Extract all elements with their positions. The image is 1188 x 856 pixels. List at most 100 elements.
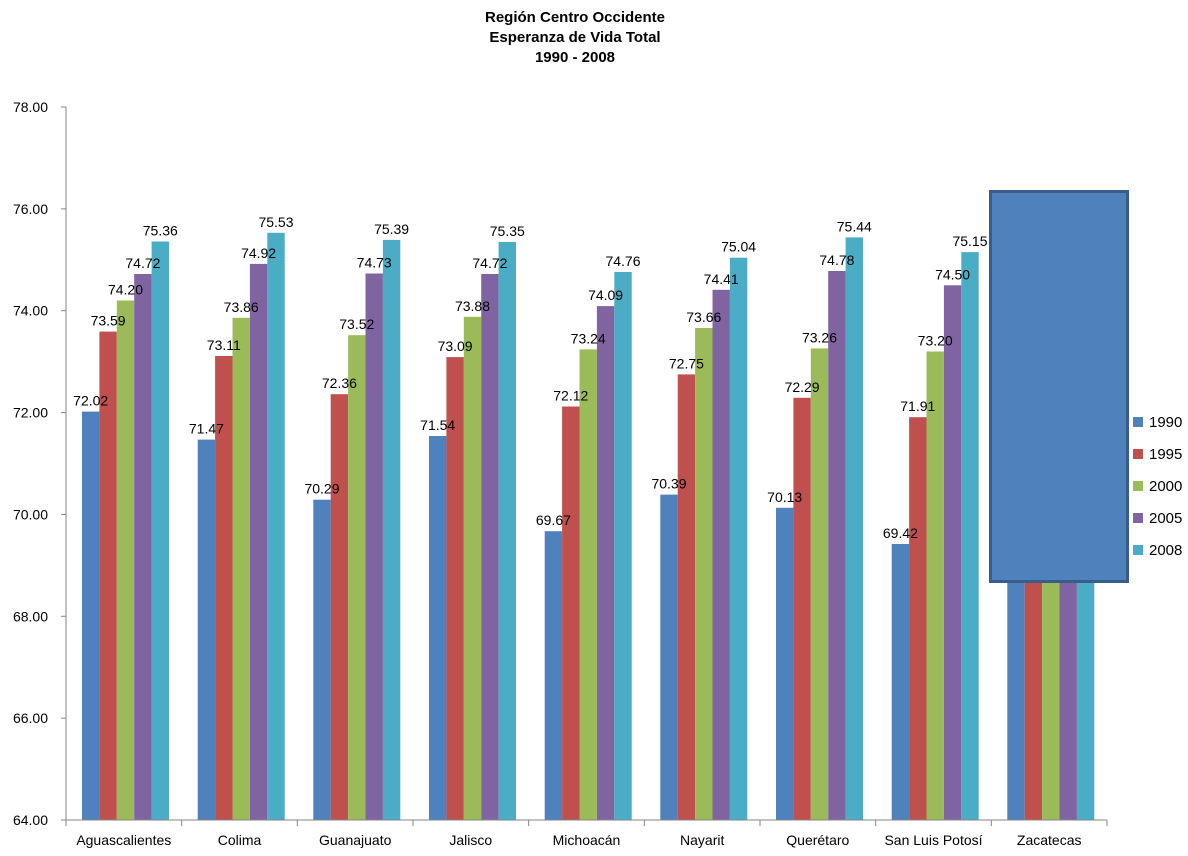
legend-swatch-2000 — [1133, 481, 1143, 491]
bar-1995-7 — [909, 417, 927, 820]
legend-item-1995: 1995 — [1133, 438, 1182, 470]
bar-1990-0 — [82, 411, 100, 820]
bar-2000-0 — [116, 300, 135, 820]
x-tick-label-3: Jalisco — [449, 832, 492, 848]
y-tick-label-6: 76.00 — [13, 201, 48, 217]
data-label-2000-4: 73.24 — [571, 330, 606, 346]
legend-item-1990: 1990 — [1133, 406, 1182, 438]
bar-1995-4 — [562, 406, 580, 820]
bar-1995-2 — [330, 394, 349, 820]
x-tick-label-4: Michoacán — [553, 832, 621, 848]
bar-2000-4 — [579, 349, 597, 820]
data-label-1995-5: 72.75 — [669, 355, 704, 371]
data-label-2005-1: 74.92 — [241, 245, 276, 261]
data-label-1995-4: 72.12 — [553, 388, 588, 404]
x-tick-label-6: Querétaro — [786, 832, 849, 848]
data-label-2005-7: 74.50 — [935, 266, 970, 282]
legend-swatch-1990 — [1133, 417, 1143, 427]
bar-1995-0 — [99, 331, 117, 820]
bar-2008-3 — [498, 242, 516, 820]
data-label-1990-5: 70.39 — [651, 476, 686, 492]
legend-item-2008: 2008 — [1133, 534, 1182, 566]
data-label-2000-5: 73.66 — [686, 309, 721, 325]
data-label-2008-4: 74.76 — [605, 253, 640, 269]
chart-title: Región Centro Occidente Esperanza de Vid… — [0, 8, 1150, 68]
data-label-2008-6: 75.44 — [837, 218, 872, 234]
bar-2008-6 — [845, 237, 863, 820]
bar-2000-1 — [232, 317, 250, 820]
data-label-1990-0: 72.02 — [73, 393, 108, 409]
legend-swatch-2005 — [1133, 513, 1143, 523]
y-tick-label-5: 74.00 — [13, 303, 48, 319]
data-label-2005-0: 74.72 — [125, 255, 160, 271]
bar-1990-8 — [1007, 565, 1025, 820]
overlay-box — [989, 190, 1129, 583]
data-label-2000-6: 73.26 — [802, 329, 837, 345]
bar-1995-6 — [793, 397, 811, 820]
chart-title-line-3: 1990 - 2008 — [534, 49, 616, 66]
bar-2005-4 — [596, 306, 615, 821]
bar-2008-7 — [961, 252, 979, 821]
bar-2005-7 — [943, 285, 962, 821]
data-label-2008-5: 75.04 — [721, 239, 756, 255]
legend-label-2000: 2000 — [1149, 477, 1183, 495]
bar-2005-3 — [481, 274, 499, 820]
x-tick-label-1: Colima — [218, 832, 262, 848]
bar-2000-3 — [463, 316, 482, 820]
data-label-2008-1: 75.53 — [258, 214, 293, 230]
bar-1990-6 — [776, 507, 794, 820]
bar-2005-6 — [828, 271, 846, 820]
x-tick-label-0: Aguascalientes — [76, 832, 171, 848]
bar-2005-2 — [365, 273, 383, 820]
bar-1990-2 — [313, 499, 331, 820]
y-tick-label-2: 68.00 — [13, 608, 48, 624]
bar-2008-5 — [729, 257, 748, 820]
bar-1990-7 — [891, 544, 910, 820]
x-tick-label-2: Guanajuato — [319, 832, 392, 848]
bar-2008-1 — [267, 232, 285, 821]
data-label-1995-1: 73.11 — [207, 337, 241, 353]
bar-2000-5 — [695, 328, 713, 820]
data-label-1995-3: 73.09 — [438, 338, 473, 354]
bar-2005-0 — [134, 274, 152, 820]
chart-title-line-2: Esperanza de Vida Total — [489, 29, 661, 46]
legend-label-2008: 2008 — [1149, 541, 1183, 559]
bar-1990-3 — [429, 436, 447, 820]
bar-2008-0 — [151, 241, 169, 820]
bar-2005-1 — [249, 263, 268, 820]
data-label-2008-0: 75.36 — [143, 223, 178, 239]
data-label-1990-3: 71.54 — [420, 417, 455, 433]
y-tick-label-3: 70.00 — [13, 506, 48, 522]
bar-1995-3 — [446, 357, 464, 820]
legend-swatch-1995 — [1133, 449, 1143, 459]
data-label-2000-0: 74.20 — [108, 282, 143, 298]
data-label-1990-1: 71.47 — [189, 421, 224, 437]
data-label-2000-7: 73.20 — [918, 333, 953, 349]
data-label-1995-0: 73.59 — [91, 313, 126, 329]
data-label-1990-6: 70.13 — [767, 489, 802, 505]
data-label-1990-2: 70.29 — [304, 481, 339, 497]
data-label-2000-1: 73.86 — [224, 299, 259, 315]
legend: 1990 1995 2000 2005 2008 — [1133, 406, 1182, 566]
legend-item-2000: 2000 — [1133, 470, 1182, 502]
data-label-2005-4: 74.09 — [588, 287, 623, 303]
bar-1990-4 — [544, 531, 563, 820]
bar-2008-4 — [614, 272, 632, 820]
data-label-2005-6: 74.78 — [819, 252, 854, 268]
legend-label-1995: 1995 — [1149, 445, 1183, 463]
x-tick-label-7: San Luis Potosí — [884, 832, 982, 848]
data-label-2008-3: 75.35 — [490, 223, 525, 239]
legend-item-2005: 2005 — [1133, 502, 1182, 534]
data-label-1995-2: 72.36 — [322, 375, 357, 391]
y-tick-label-0: 64.00 — [13, 812, 48, 828]
data-label-1995-7: 71.91 — [900, 398, 935, 414]
x-tick-label-8: Zacatecas — [1017, 832, 1082, 848]
legend-label-2005: 2005 — [1149, 509, 1183, 527]
data-label-1995-6: 72.29 — [785, 379, 820, 395]
bar-2005-5 — [712, 289, 730, 820]
data-label-2008-2: 75.39 — [374, 221, 409, 237]
legend-swatch-2008 — [1133, 545, 1143, 555]
y-tick-label-7: 78.00 — [13, 99, 48, 115]
y-tick-label-1: 66.00 — [13, 710, 48, 726]
